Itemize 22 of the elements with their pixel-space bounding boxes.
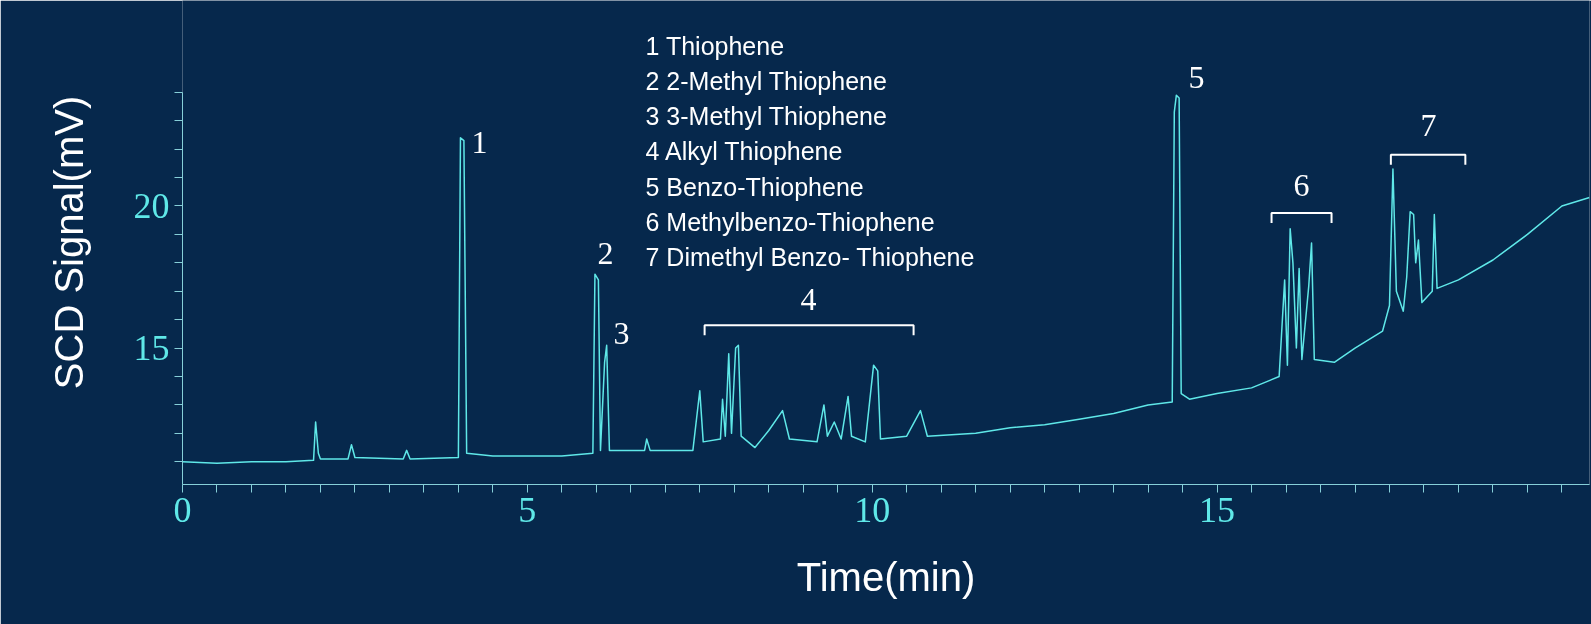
line-series [182, 94, 1590, 464]
x-tick-label: 15 [1199, 489, 1236, 530]
x-axis-title: Time(min) [796, 554, 976, 599]
x-tick-label: 10 [854, 489, 891, 530]
annotation: 2 [597, 235, 614, 271]
annotation: 5 [1188, 59, 1205, 95]
annotation: 3 3-Methyl Thiophene [645, 102, 887, 131]
annotation: 1 [471, 124, 488, 160]
annotation: 3 [613, 315, 630, 351]
annotation: 6 Methylbenzo-Thiophene [645, 208, 935, 236]
annotation: 6 [1293, 167, 1310, 203]
x-tick-label: 5 [518, 489, 537, 530]
text: 1 Thiophene [645, 31, 785, 60]
annotation: 4 Alkyl Thiophene [645, 137, 843, 166]
annotation: 5 Benzo-Thiophene [645, 172, 864, 201]
y-tick-label: 20 [133, 185, 170, 226]
x-tick-label: 0 [173, 489, 192, 530]
annotation: 4 [800, 281, 817, 317]
y-axis-title: SCD Signal(mV) [46, 95, 91, 390]
annotation: 7 Dimethyl Benzo- Thiophene [645, 243, 975, 272]
annotation: 7 [1420, 107, 1437, 143]
annotation: 2 2-Methyl Thiophene [645, 66, 887, 95]
